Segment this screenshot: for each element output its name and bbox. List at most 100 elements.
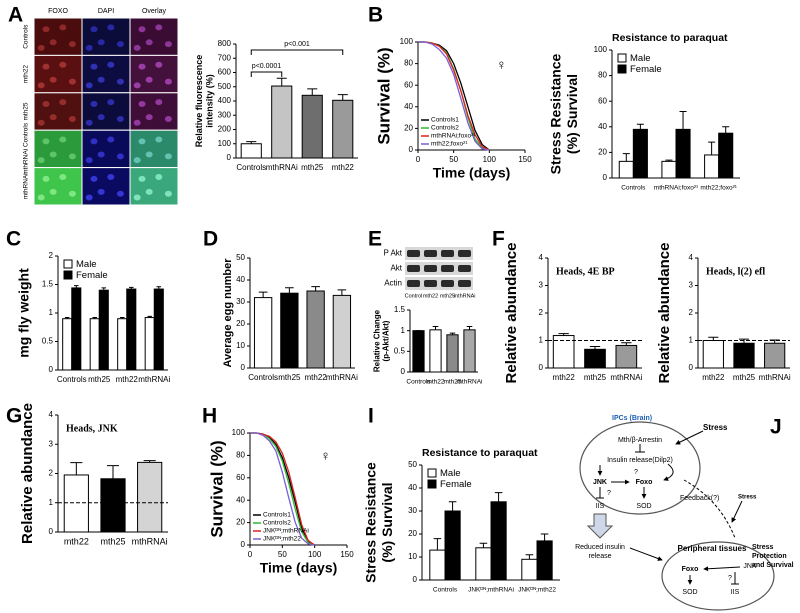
bar: [521, 558, 538, 581]
bar: [306, 290, 325, 369]
y-tick-label: 10: [408, 552, 417, 561]
annotation: p<0.001: [284, 41, 310, 48]
nucleus: [49, 188, 57, 195]
blot-lane-label: Control: [405, 293, 423, 299]
y-tick-label: 20: [408, 529, 417, 538]
legend-label: mth22;foxo²¹: [431, 141, 468, 148]
nucleus: [107, 99, 115, 106]
nucleus: [90, 63, 98, 70]
series-line: [418, 41, 490, 151]
y-tick-label: 100: [218, 139, 232, 148]
panel-label: F: [492, 228, 505, 251]
panel-label: C: [6, 228, 21, 251]
error-bar: [636, 123, 644, 130]
y-tick-label: 20: [236, 319, 245, 328]
x-tick-label: mth22;foxo²¹: [700, 185, 737, 192]
y-tick-label: 1.5: [394, 305, 406, 314]
x-tick-label: mthRNAi: [456, 379, 482, 386]
nucleus: [107, 173, 115, 180]
blot-band: [441, 280, 454, 287]
nucleus: [164, 78, 172, 85]
y-tick-label: 0: [227, 153, 232, 162]
x-tick-label: Controls: [248, 373, 278, 382]
y-tick-label: 60: [236, 473, 245, 482]
x-tick-label: Controls: [621, 185, 646, 192]
y-tick-label: 50: [408, 460, 417, 469]
x-tick-label: JNKᴰᴺ;mth22: [518, 587, 556, 594]
x-tick-label: mthRNAi: [759, 373, 791, 382]
nucleus: [37, 119, 45, 126]
bar: [733, 342, 755, 369]
nucleus: [90, 26, 98, 33]
error-bar: [129, 286, 134, 290]
x-tick-label: 150: [518, 155, 532, 164]
x-tick-label: mth25: [443, 379, 461, 386]
bar: [764, 342, 786, 369]
y-tick-label: 0: [241, 540, 246, 549]
error-bar: [119, 317, 125, 319]
chart-title: Heads, JNK: [66, 423, 118, 434]
error-bar: [449, 332, 456, 335]
y-tick-label: 30: [408, 506, 417, 515]
y-tick-label: 80: [598, 71, 607, 80]
legend-label: Female: [76, 270, 108, 281]
bar: [271, 85, 293, 159]
panel-label: A: [8, 4, 23, 27]
x-tick-label: 100: [308, 550, 322, 559]
y-tick-label: 1: [401, 326, 406, 335]
nucleus: [49, 39, 57, 46]
y-axis-label: (p-Akt/Akt): [382, 320, 391, 361]
column-label: Overlay: [142, 8, 167, 15]
error-bar: [708, 336, 719, 341]
stress-label: Stress: [738, 495, 757, 501]
bar: [117, 318, 128, 371]
y-tick-label: 0: [241, 363, 246, 372]
question: ?: [634, 469, 638, 476]
nucleus: [85, 157, 93, 164]
bar: [444, 510, 461, 581]
series-line: [250, 432, 315, 546]
bar: [301, 94, 323, 159]
nucleus: [37, 82, 45, 89]
bar: [632, 128, 648, 179]
y-tick-label: 0: [539, 363, 544, 372]
error-bar: [147, 315, 152, 318]
legend-swatch: [63, 270, 73, 280]
nucleus: [59, 61, 67, 68]
arrow: [675, 430, 704, 445]
panel-label: G: [6, 405, 22, 428]
nucleus: [145, 188, 153, 195]
reduced-label: Reduced insulin: [575, 544, 625, 551]
error-bar: [466, 326, 473, 330]
nucleus: [155, 24, 163, 31]
y-tick-label: 40: [598, 122, 607, 131]
legend-label: Controls1: [431, 117, 459, 124]
nucleus: [155, 173, 163, 180]
x-tick-label: mth22: [305, 373, 328, 382]
iis-label: IIS: [731, 589, 740, 596]
legend-swatch: [427, 468, 437, 478]
error-bar: [622, 153, 630, 162]
nucleus: [138, 138, 146, 145]
nucleus: [138, 26, 146, 33]
legend-label: JNKᴰᴺ;mthRNAi: [263, 528, 309, 535]
y-axis-label: Stress Resistance: [363, 462, 379, 583]
y-tick-label: 0: [401, 367, 406, 376]
nucleus: [116, 41, 124, 48]
peripheral-title: Peripheral tissues: [678, 544, 747, 553]
row-label: Controls: [23, 24, 30, 49]
error-bar: [70, 462, 83, 475]
y-tick-label: 0: [49, 365, 54, 374]
nucleus: [42, 26, 50, 33]
legend-label: Controls1: [263, 512, 291, 519]
question: ?: [728, 575, 732, 582]
receptor-label: Mth/β-Arrestin: [618, 437, 662, 444]
nucleus: [133, 44, 141, 51]
legend-label: Female: [630, 64, 662, 75]
stress-label: Stress: [703, 423, 728, 432]
y-tick-label: 60: [598, 96, 607, 105]
bar: [89, 318, 100, 371]
blot-row-label: Akt: [390, 264, 402, 273]
nucleus: [90, 175, 98, 182]
